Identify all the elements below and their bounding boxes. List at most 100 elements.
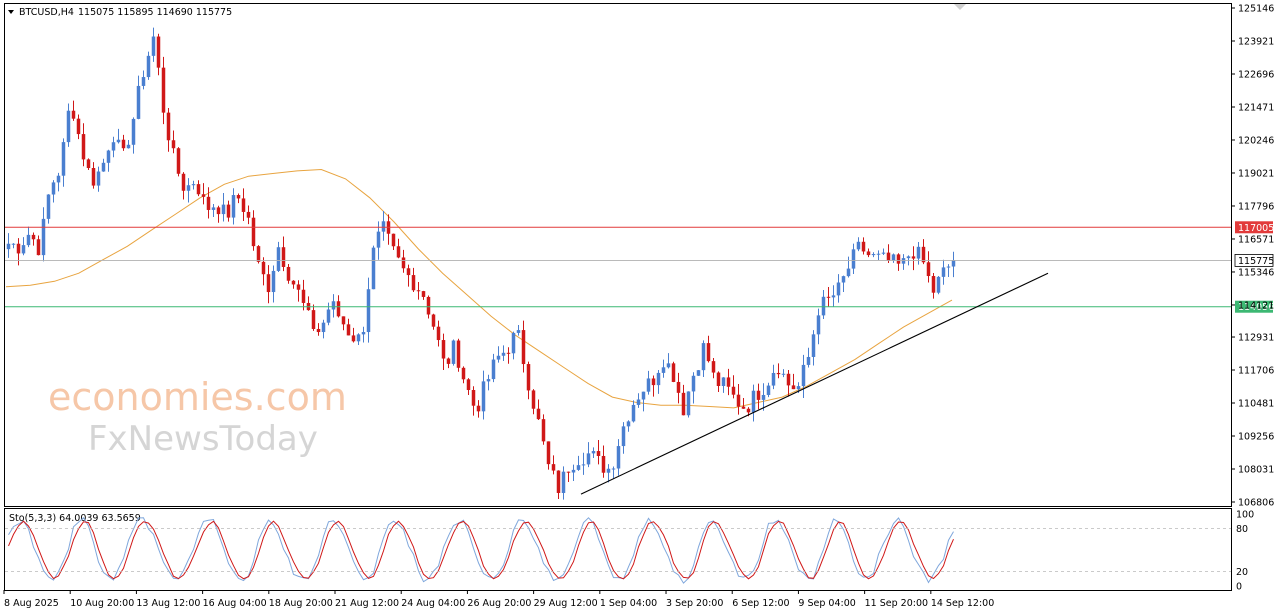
candle-body — [211, 207, 216, 210]
candle — [391, 233, 396, 251]
candle-body — [831, 295, 836, 298]
candle — [836, 274, 841, 303]
candle — [536, 399, 541, 420]
candle-body — [186, 185, 191, 191]
candle-body — [701, 343, 706, 371]
candle — [511, 331, 516, 360]
candle — [596, 440, 601, 465]
trendline[interactable] — [580, 272, 1049, 495]
candle — [471, 386, 476, 416]
candle-body — [706, 343, 711, 362]
candle-body — [936, 276, 941, 293]
candles — [6, 27, 956, 500]
candle-body — [146, 55, 151, 78]
watermark: economies.com FxNewsToday — [48, 375, 347, 459]
candle-body — [31, 234, 36, 240]
candle-body — [101, 162, 106, 172]
price-tick-label: 109256 — [1238, 432, 1274, 443]
candle-body — [901, 258, 906, 264]
candle-body — [196, 184, 201, 195]
candle — [571, 464, 576, 481]
candle-body — [721, 377, 726, 387]
candle — [176, 147, 181, 177]
watermark-brand-top: economies.com — [48, 375, 347, 419]
candle — [886, 244, 891, 264]
candle — [196, 180, 201, 197]
collapse-arrow-icon[interactable] — [8, 10, 14, 14]
candle — [156, 33, 161, 76]
candle-body — [426, 296, 431, 315]
watermark-brand-bottom: FxNewsToday — [88, 419, 318, 459]
candle — [116, 128, 121, 144]
price-tick-label: 123921 — [1238, 36, 1274, 47]
candle — [331, 294, 336, 318]
scroll-marker-icon[interactable] — [954, 4, 966, 10]
candle-body — [861, 241, 866, 252]
candle — [451, 339, 456, 366]
candle-body — [571, 469, 576, 473]
candle-body — [851, 249, 856, 269]
candle-body — [246, 211, 251, 218]
candle-body — [221, 204, 226, 215]
candle — [781, 369, 786, 378]
candle — [21, 237, 26, 256]
candle-body — [261, 261, 266, 275]
candle-body — [501, 352, 506, 356]
time-tick-label: 10 Aug 20:00 — [70, 598, 134, 609]
candle-body — [856, 241, 861, 250]
price-levels[interactable]: 117005 115775 114056 — [5, 221, 1274, 313]
candle-body — [596, 451, 601, 456]
candle-body — [36, 239, 41, 256]
candle-body — [816, 315, 821, 335]
candle-body — [436, 326, 441, 341]
candle-body — [401, 257, 406, 269]
level-tag — [1234, 254, 1274, 267]
candle — [861, 237, 866, 255]
candle — [786, 369, 791, 397]
candle-body — [886, 252, 891, 261]
candle — [6, 233, 11, 258]
candle-body — [406, 268, 411, 276]
candle-body — [906, 256, 911, 259]
candle — [621, 422, 626, 454]
candle-body — [691, 375, 696, 392]
time-tick-label: 18 Aug 20:00 — [269, 598, 333, 609]
candle — [551, 455, 556, 475]
candle-body — [371, 247, 376, 290]
candle — [581, 452, 586, 475]
candle-body — [181, 173, 186, 191]
candle — [521, 320, 526, 373]
candle — [891, 253, 896, 263]
candle — [576, 455, 581, 471]
candle-body — [756, 390, 761, 400]
time-tick-label: 8 Aug 2025 — [4, 598, 59, 609]
time-tick-label: 29 Aug 12:00 — [534, 598, 598, 609]
candle — [186, 178, 191, 203]
candle-body — [6, 243, 11, 250]
candle — [926, 251, 931, 283]
candle — [126, 140, 131, 149]
candle — [686, 391, 691, 418]
candle — [101, 158, 106, 172]
candle-body — [736, 394, 741, 407]
candle-body — [391, 233, 396, 247]
candle — [766, 382, 771, 398]
level-tag-label: 117005 — [1238, 223, 1274, 234]
candle — [271, 265, 276, 303]
candle — [396, 238, 401, 259]
candle — [341, 316, 346, 331]
candle-body — [836, 282, 841, 296]
candle-body — [786, 373, 791, 386]
candle-body — [891, 254, 896, 261]
candle — [716, 371, 721, 393]
candle-body — [126, 144, 131, 149]
candle — [481, 370, 486, 420]
level-tag — [1235, 221, 1273, 234]
candle — [776, 363, 781, 379]
time-tick-label: 3 Sep 20:00 — [666, 598, 723, 609]
candle-body — [156, 36, 161, 68]
candle — [816, 308, 821, 345]
candle-body — [896, 254, 901, 264]
candle — [296, 280, 301, 302]
